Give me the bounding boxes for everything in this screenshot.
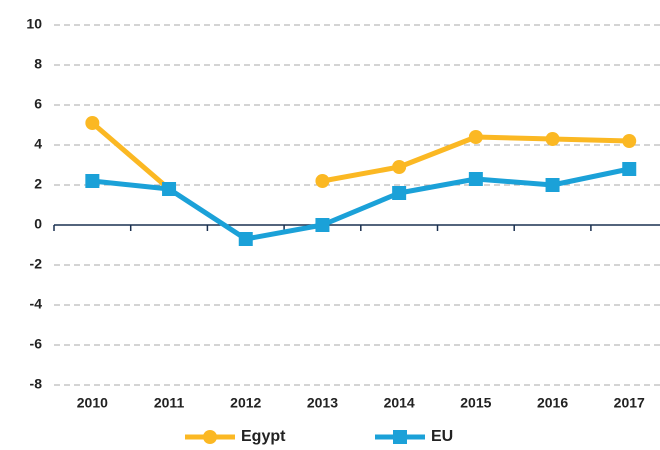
marker <box>622 134 637 148</box>
marker <box>85 174 100 188</box>
marker <box>392 160 407 174</box>
marker <box>85 116 100 130</box>
marker <box>468 130 483 144</box>
x-tick-label: 2016 <box>537 395 568 411</box>
marker <box>545 132 560 146</box>
y-tick-label: -4 <box>30 296 43 312</box>
marker <box>162 182 177 196</box>
marker <box>545 178 560 192</box>
series-line <box>92 166 630 242</box>
legend-label: Egypt <box>241 428 286 445</box>
marker <box>468 172 483 186</box>
y-tick-label: 8 <box>34 56 42 72</box>
y-tick-label: 6 <box>34 96 42 112</box>
x-tick-label: 2014 <box>384 395 415 411</box>
marker <box>622 162 637 176</box>
marker <box>392 186 407 200</box>
y-tick-label: 4 <box>34 136 42 152</box>
x-tick-label: 2017 <box>614 395 645 411</box>
x-tick-label: 2013 <box>307 395 338 411</box>
y-tick-label: 2 <box>34 176 42 192</box>
y-tick-label: 10 <box>26 16 42 32</box>
y-tick-label: -8 <box>30 376 43 392</box>
marker <box>315 174 330 188</box>
y-tick-label: -2 <box>30 256 43 272</box>
x-tick-label: 2015 <box>460 395 491 411</box>
y-tick-label: -6 <box>30 336 43 352</box>
y-tick-label: 0 <box>34 216 42 232</box>
x-tick-label: 2012 <box>230 395 261 411</box>
legend-label: EU <box>431 428 453 445</box>
x-tick-label: 2011 <box>154 395 185 411</box>
legend-marker <box>393 430 407 444</box>
marker <box>315 218 330 232</box>
legend-marker <box>203 430 217 444</box>
x-tick-label: 2010 <box>77 395 108 411</box>
marker <box>238 232 253 246</box>
